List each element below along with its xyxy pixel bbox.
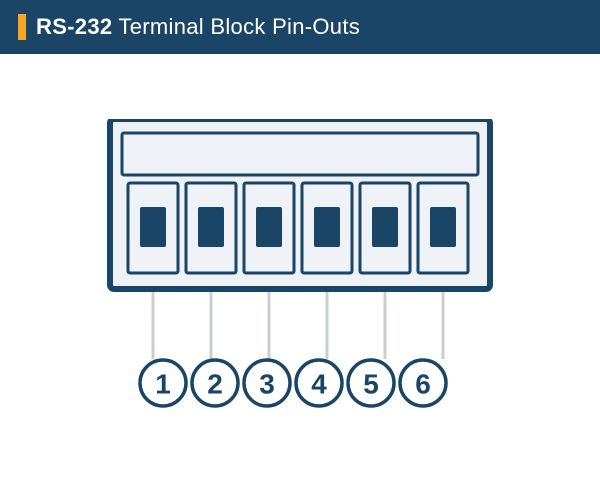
title-prefix: RS-232 <box>36 14 112 39</box>
header-inner: RS-232 Terminal Block Pin-Outs <box>18 14 582 40</box>
svg-text:1: 1 <box>155 369 171 400</box>
svg-text:4: 4 <box>311 369 327 400</box>
svg-text:2: 2 <box>207 369 223 400</box>
diagram-area: 1 2 3 4 5 6 <box>0 54 600 439</box>
svg-text:5: 5 <box>363 369 379 400</box>
svg-text:3: 3 <box>259 369 275 400</box>
page-title: RS-232 Terminal Block Pin-Outs <box>36 14 360 40</box>
terminal-block-diagram: 1 2 3 4 5 6 <box>0 119 600 439</box>
header-bar: RS-232 Terminal Block Pin-Outs <box>0 0 600 54</box>
svg-text:6: 6 <box>415 369 431 400</box>
header-accent <box>18 14 26 40</box>
title-rest: Terminal Block Pin-Outs <box>112 14 360 39</box>
